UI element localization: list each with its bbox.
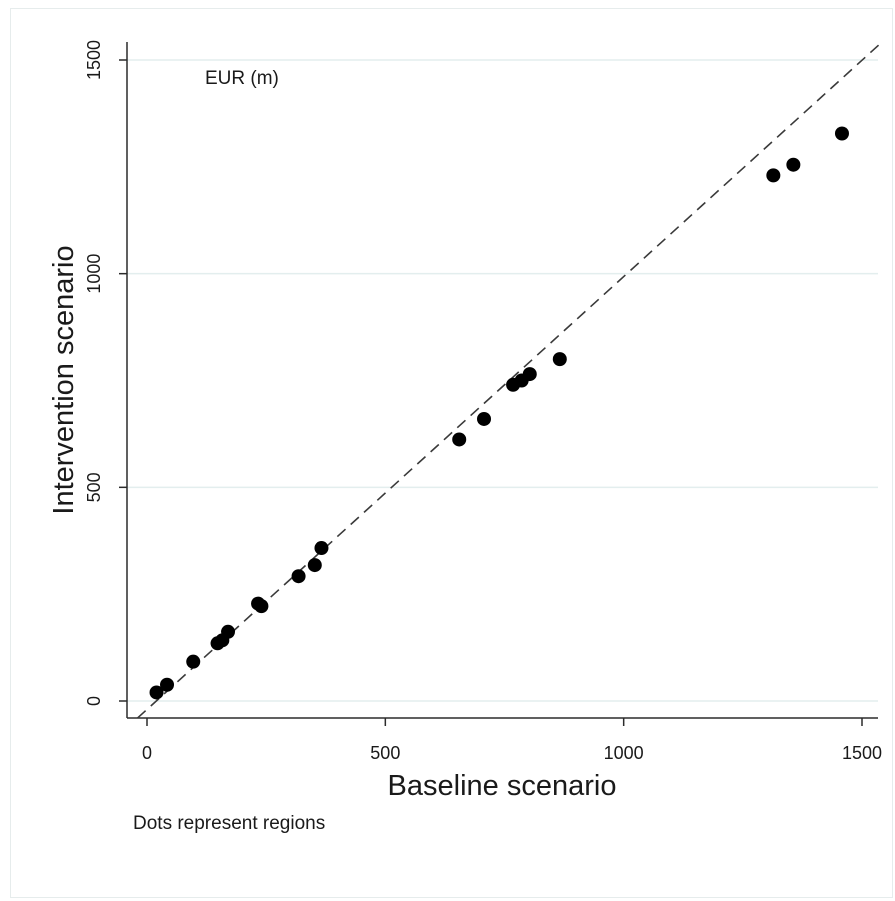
x-tick-label: 1000 <box>604 743 644 763</box>
data-point <box>221 624 236 639</box>
chart-note: Dots represent regions <box>133 813 325 834</box>
data-point <box>186 654 201 669</box>
y-tick-label: 1000 <box>84 254 104 294</box>
data-point <box>452 432 467 447</box>
chart-frame <box>10 8 893 898</box>
data-point <box>254 599 269 614</box>
x-tick-label: 1500 <box>842 743 882 763</box>
data-point <box>522 367 537 382</box>
data-point <box>307 558 322 573</box>
data-point <box>552 352 567 367</box>
x-tick-label: 0 <box>142 743 152 763</box>
y-axis-title: Intervention scenario <box>48 245 80 514</box>
data-point <box>766 168 781 183</box>
y-tick-label: 500 <box>84 472 104 502</box>
data-point <box>149 685 164 700</box>
unit-annotation: EUR (m) <box>205 68 279 89</box>
x-tick-label: 500 <box>370 743 400 763</box>
data-point <box>786 157 801 172</box>
data-point <box>314 541 329 556</box>
y-tick-label: 0 <box>84 696 104 706</box>
data-point <box>834 126 849 141</box>
data-point <box>291 569 306 584</box>
x-axis-title: Baseline scenario <box>388 770 617 802</box>
data-point <box>477 411 492 426</box>
data-point <box>160 677 175 692</box>
y-tick-label: 1500 <box>84 40 104 80</box>
